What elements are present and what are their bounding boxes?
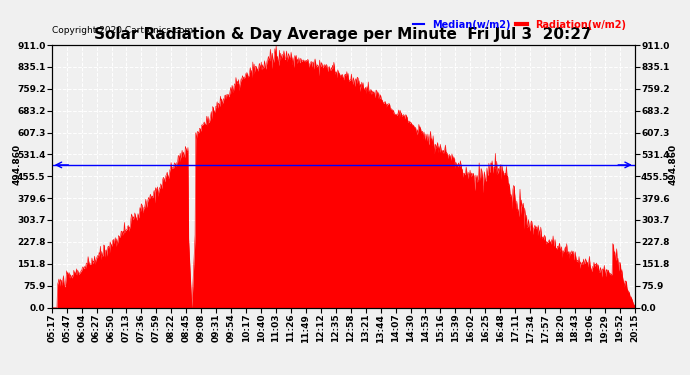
Title: Solar Radiation & Day Average per Minute  Fri Jul 3  20:27: Solar Radiation & Day Average per Minute…: [95, 27, 592, 42]
Text: Copyright 2020 Cartronics.com: Copyright 2020 Cartronics.com: [52, 26, 193, 35]
Text: 494.860: 494.860: [12, 144, 21, 186]
Text: 494.860: 494.860: [668, 144, 677, 186]
Legend: Median(w/m2), Radiation(w/m2): Median(w/m2), Radiation(w/m2): [409, 16, 630, 33]
